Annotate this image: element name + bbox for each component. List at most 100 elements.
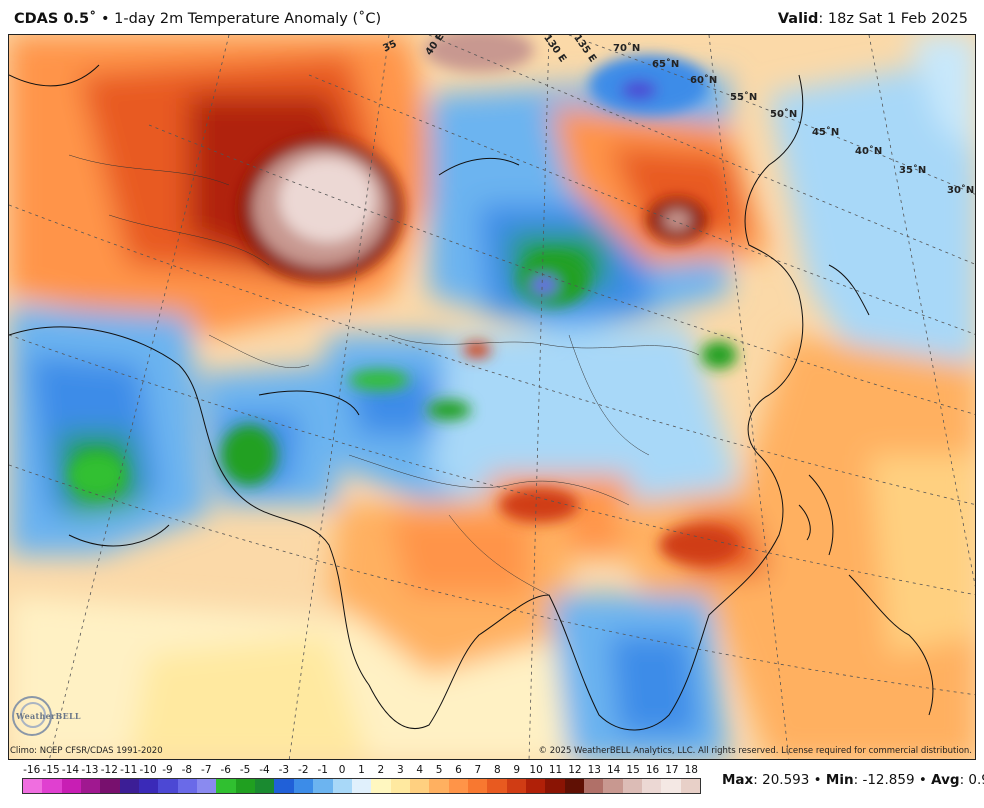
legend-tick-label: 11: [548, 764, 563, 776]
legend-swatch: [487, 779, 507, 793]
legend-swatch: [42, 779, 62, 793]
legend-swatch: [81, 779, 101, 793]
legend-tick-label: -12: [100, 764, 118, 776]
legend-tick-label: 16: [645, 764, 660, 776]
legend-swatch: [313, 779, 333, 793]
logo-ring: [12, 696, 52, 736]
min-label: Min: [825, 772, 854, 788]
anomaly-extremes: [69, 35, 739, 565]
legend-swatch: [351, 779, 372, 793]
legend-tick-label: 3: [396, 764, 404, 776]
lat-label-35n: 35˚N: [899, 165, 927, 176]
legend-ticks: -16 -15 -14 -13 -12 -11 -10 -9 -8 -7 -6 -5 -4 -3 -2 -1 0…: [22, 764, 701, 778]
legend-swatch: [622, 779, 642, 793]
legend-tick-label: 1: [358, 764, 365, 776]
legend-swatch: [467, 779, 488, 793]
legend-tick-label: -10: [139, 764, 157, 776]
legend-tick-label: 17: [665, 764, 679, 776]
stats-bullet-1: •: [813, 772, 822, 788]
min-value: -12.859: [862, 772, 915, 788]
lat-label-70n: 70˚N: [613, 43, 641, 54]
legend-swatch: [255, 779, 275, 793]
legend-tick-label: -13: [81, 764, 99, 776]
lat-label-55n: 55˚N: [730, 92, 758, 103]
lat-label-50n: 50˚N: [770, 109, 798, 120]
legend-tick-label: 13: [587, 764, 601, 776]
legend-tick-label: 15: [626, 764, 640, 776]
legend-swatch: [661, 779, 681, 793]
legend-swatch: [642, 779, 662, 793]
legend-tick-label: -8: [181, 764, 193, 776]
legend-swatch: [139, 779, 159, 793]
avg-label: Avg: [931, 772, 960, 788]
legend-swatch: [429, 779, 449, 793]
legend-swatch: [274, 779, 294, 793]
valid-label: Valid: [777, 11, 819, 27]
legend-swatch: [583, 779, 604, 793]
coastlines: [9, 64, 934, 731]
legend-swatch: [293, 779, 314, 793]
max-value: 20.593: [762, 772, 810, 788]
legend-swatch: [506, 779, 526, 793]
lat-label-65n: 65˚N: [652, 59, 680, 70]
legend-swatch: [197, 779, 217, 793]
legend-tick-label: 10: [529, 764, 543, 776]
legend-swatch: [61, 779, 82, 793]
climo-note: Climo: NCEP CFSR/CDAS 1991-2020: [10, 746, 163, 756]
lat-label-45n: 45˚N: [812, 127, 840, 138]
max-label: Max: [722, 772, 754, 788]
legend-tick-label: -9: [162, 764, 173, 776]
legend-tick-label: 18: [684, 764, 698, 776]
lat-label-60n: 60˚N: [690, 75, 718, 86]
legend-tick-label: 14: [607, 764, 621, 776]
legend-tick-label: -16: [23, 764, 41, 776]
product-title: 1-day 2m Temperature Anomaly (˚C): [114, 11, 382, 27]
legend-tick-label: -6: [220, 764, 231, 776]
legend-swatch: [371, 779, 391, 793]
title-separator: •: [100, 11, 110, 27]
legend-swatch: [390, 779, 410, 793]
legend-swatch: [158, 779, 178, 793]
legend-swatch: [119, 779, 140, 793]
legend-tick-label: 7: [474, 764, 482, 776]
header: CDAS 0.5˚ • 1-day 2m Temperature Anomaly…: [0, 0, 984, 34]
legend-swatch: [680, 779, 701, 793]
legend-tick-label: -2: [298, 764, 309, 776]
legend-tick-label: 6: [455, 764, 462, 776]
legend-tick-label: 5: [435, 764, 443, 776]
legend-tick-label: -4: [259, 764, 270, 776]
logo-text: WeatherBELL: [16, 711, 81, 721]
legend-swatch: [100, 779, 120, 793]
map-title: CDAS 0.5˚ • 1-day 2m Temperature Anomaly…: [14, 11, 381, 27]
model-name: CDAS 0.5˚: [14, 11, 97, 27]
legend-tick-label: 2: [377, 764, 385, 776]
valid-time: Valid: 18z Sat 1 Feb 2025: [778, 11, 968, 27]
weatherbell-logo: WeatherBELL: [12, 696, 81, 736]
legend-tick-label: -15: [42, 764, 60, 776]
legend-tick-label: -11: [120, 764, 138, 776]
legend-swatch: [603, 779, 623, 793]
legend-swatch: [545, 779, 565, 793]
stats-bullet-2: •: [918, 772, 927, 788]
legend-swatch: [216, 779, 236, 793]
legend-tick-label: -7: [201, 764, 212, 776]
legend-tick-label: 4: [416, 764, 424, 776]
legend-tick-label: -14: [61, 764, 80, 776]
legend-swatch: [448, 779, 468, 793]
political-borders: [68, 154, 700, 596]
legend-swatch: [235, 779, 256, 793]
legend-tick-label: 8: [493, 764, 501, 776]
valid-value: : 18z Sat 1 Feb 2025: [818, 11, 968, 27]
legend-swatch: [409, 779, 430, 793]
lat-label-30n: 30˚N: [947, 185, 975, 196]
lat-label-40n: 40˚N: [855, 146, 883, 157]
legend-swatch: [332, 779, 352, 793]
legend-tick-label: -5: [239, 764, 251, 776]
legend-colorbar: [22, 778, 701, 794]
anomaly-field: [9, 35, 975, 759]
legend-swatch: [177, 779, 198, 793]
anomaly-map: 70˚N 65˚N 60˚N 55˚N 50˚N 45˚N 40˚N 35˚N …: [8, 34, 976, 760]
map-canvas: [9, 35, 975, 759]
legend-swatch: [564, 779, 584, 793]
legend-tick-label: 12: [568, 764, 582, 776]
